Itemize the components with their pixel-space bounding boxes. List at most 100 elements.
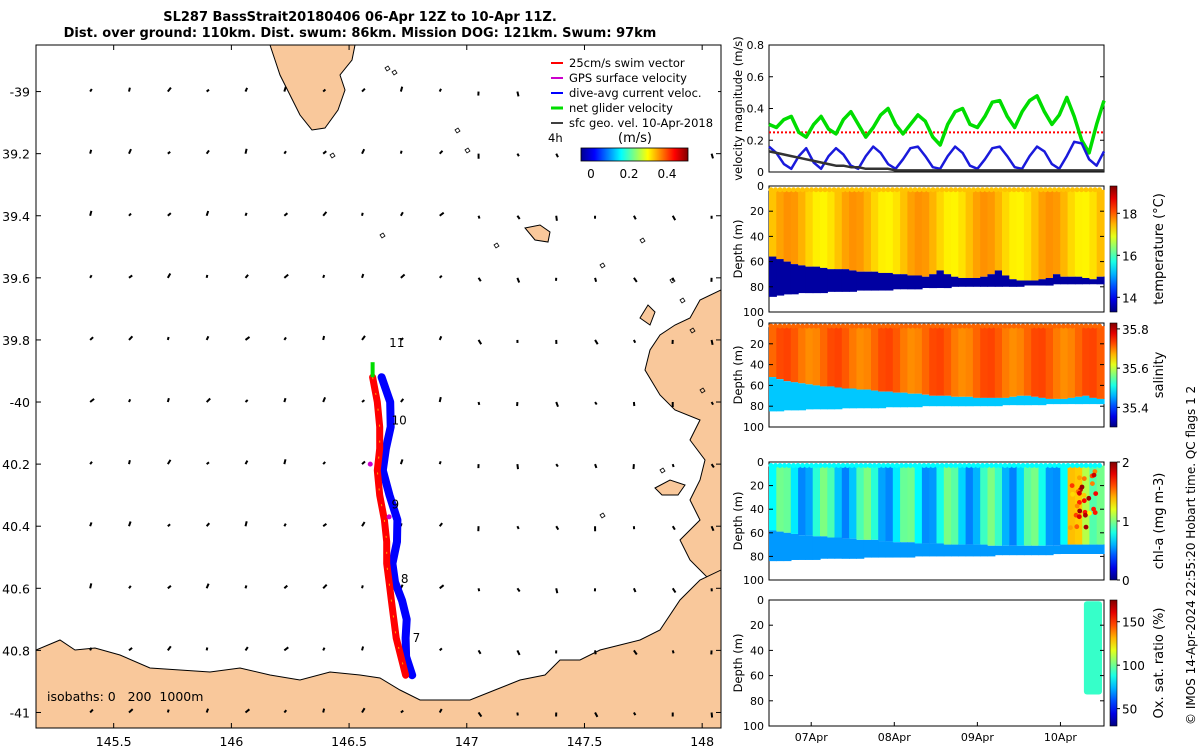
velocity-series-0 <box>768 94 1106 155</box>
section-cell-upper <box>871 326 879 391</box>
section-surface-dot <box>921 323 927 329</box>
sfc-geo-velocity-arrow <box>555 588 559 594</box>
glider-track-line <box>372 377 407 676</box>
sfc-geo-velocity-arrow <box>283 397 287 403</box>
coast-speck <box>464 147 471 154</box>
section-cell-lower <box>1082 277 1091 285</box>
section-surface-dot <box>1070 463 1075 469</box>
depth-tick-label: 20 <box>750 480 764 493</box>
section-surface-dot <box>957 187 963 193</box>
section-cell-lower <box>769 530 777 562</box>
section-surface-dot <box>876 187 882 193</box>
sfc-geo-velocity-arrow <box>400 337 404 341</box>
map-y-tick-label: -41 <box>10 705 30 720</box>
depth-tick-label: 60 <box>750 527 764 540</box>
section-cell-upper <box>980 326 989 398</box>
section-surface-dot <box>831 187 837 193</box>
depth-tick-label: 20 <box>750 205 764 218</box>
section-surface-dot <box>876 463 882 469</box>
section-cell-lower <box>929 395 938 407</box>
section-surface-dot <box>948 323 954 329</box>
sfc-geo-velocity-arrow <box>283 86 287 92</box>
section-cell-lower <box>1074 396 1083 405</box>
section-cell-upper <box>820 465 828 537</box>
section-surface-dot <box>894 463 900 469</box>
section-cell-upper <box>1096 465 1105 545</box>
section-surface-dot <box>777 187 783 193</box>
section-surface-dot <box>1007 323 1012 329</box>
section-cell-lower <box>1082 395 1091 405</box>
section-cell-upper <box>987 189 996 275</box>
sfc-geo-velocity-arrows <box>89 86 715 718</box>
sfc-geo-velocity-arrow <box>166 336 170 341</box>
section-cell-lower <box>907 275 916 290</box>
section-cell-upper <box>812 326 821 386</box>
sfc-geo-velocity-arrow <box>477 711 483 718</box>
section-surface-dot <box>791 463 796 469</box>
section-cell-upper <box>790 189 799 265</box>
section-surface-dot <box>921 463 927 469</box>
depth-tick-label: 100 <box>743 421 764 434</box>
sfc-geo-velocity-arrow <box>516 587 521 593</box>
section-cell-lower <box>972 544 981 557</box>
map-x-tick-label: 148 <box>690 734 714 749</box>
section-surface-dot <box>813 187 819 193</box>
section-cell-upper <box>929 189 938 275</box>
sfc-geo-velocity-arrow <box>283 273 289 279</box>
section-colorbar-tick-label: 1 <box>1122 515 1130 529</box>
land-small-island-2 <box>639 304 656 326</box>
section-cell-lower <box>783 532 792 562</box>
section-cell-upper <box>1002 326 1010 398</box>
section-cell-lower <box>878 541 887 558</box>
section-cell-upper <box>980 189 989 277</box>
section-surface-dot <box>1034 463 1039 469</box>
sfc-geo-velocity-arrow <box>361 399 366 403</box>
section-surface-dot <box>1088 323 1093 329</box>
section-cell-upper <box>783 326 792 382</box>
section-cell-upper <box>878 326 887 392</box>
section-surface-dot <box>890 463 895 469</box>
velocity-y-tick-label: 0.6 <box>747 71 765 84</box>
sfc-geo-velocity-arrow <box>438 708 443 713</box>
depth-axis-label: Depth (m) <box>731 634 745 693</box>
sfc-geo-velocity-arrow <box>594 277 598 282</box>
section-surface-dot <box>993 323 999 329</box>
sfc-geo-velocity-arrow <box>89 149 93 154</box>
section-cell-upper <box>849 465 857 539</box>
section-surface-dot <box>1052 463 1057 469</box>
section-cell-lower <box>1023 280 1032 286</box>
sfc-geo-velocity-arrow <box>399 459 404 465</box>
section-surface-dot <box>1002 463 1008 469</box>
section-surface-dot <box>989 463 994 469</box>
section-surface-dot <box>1061 323 1066 329</box>
sfc-geo-velocity-arrow <box>710 401 714 406</box>
section-surface-dot <box>849 323 855 329</box>
section-colorbar-chl-a <box>1109 461 1118 581</box>
section-cell-upper <box>1067 465 1076 545</box>
section-surface-dot <box>840 463 846 469</box>
section-surface-dot <box>980 323 985 329</box>
section-cell-lower <box>1031 280 1040 286</box>
chl-a-high-sample <box>1077 475 1082 481</box>
velocity-y-tick-label: 0.2 <box>747 134 765 147</box>
sfc-geo-velocity-arrow <box>477 649 482 655</box>
section-colorbar-temperature <box>1109 185 1118 313</box>
section-surface-dot <box>948 463 954 469</box>
sfc-geo-velocity-arrow <box>361 87 366 93</box>
section-cell-upper <box>849 189 857 271</box>
section-surface-dot <box>975 463 981 469</box>
sfc-geo-velocity-arrow <box>128 585 132 589</box>
section-cell-lower <box>921 394 930 407</box>
section-cell-upper <box>951 465 959 545</box>
sfc-geo-velocity-arrow <box>244 521 248 527</box>
depth-tick-label: 100 <box>743 574 764 587</box>
section-surface-dot <box>836 323 841 329</box>
section-cell-upper <box>907 465 916 543</box>
section-surface-dot <box>777 323 783 329</box>
section-panel-temperature: 0 20 40 60 80 100 Depth (m) 14 16 18 temperature (… <box>731 180 1167 319</box>
section-surface-dot <box>1074 187 1080 193</box>
section-surface-dot <box>818 463 823 469</box>
section-surface-dot <box>849 187 855 193</box>
section-surface-dot <box>786 187 792 193</box>
map-y-tick-label: 39.2 <box>2 147 30 162</box>
